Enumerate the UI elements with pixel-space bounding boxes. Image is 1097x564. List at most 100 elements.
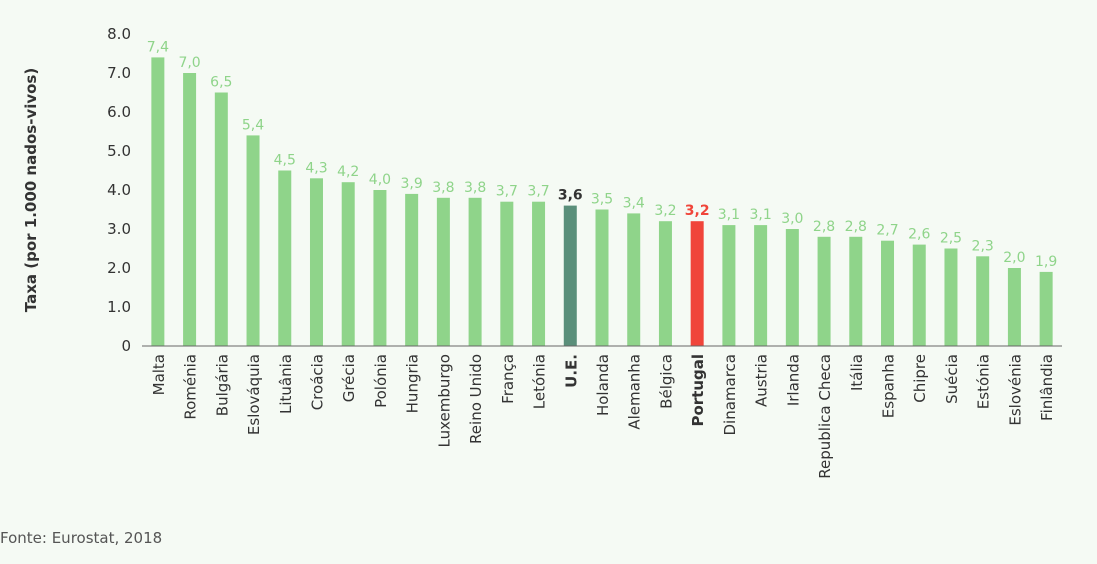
value-label: 3,2 xyxy=(685,203,710,219)
value-label: 3,1 xyxy=(749,207,771,223)
value-label: 4,5 xyxy=(274,153,296,169)
y-tick-label: 7.0 xyxy=(107,64,131,82)
value-label: 4,0 xyxy=(369,172,391,188)
bars xyxy=(151,57,1053,347)
category-label: U.E. xyxy=(562,354,580,388)
bar xyxy=(468,197,482,346)
category-label: Holanda xyxy=(594,354,612,416)
bar xyxy=(849,236,863,346)
value-label: 4,2 xyxy=(337,164,359,180)
y-tick-label: 8.0 xyxy=(107,25,131,43)
bar xyxy=(627,213,641,346)
category-label: Malta xyxy=(150,354,168,395)
value-label: 2,8 xyxy=(845,219,867,235)
category-label: Estónia xyxy=(975,354,993,409)
bar xyxy=(246,135,260,346)
bar xyxy=(595,209,609,346)
bar xyxy=(1039,271,1053,346)
value-labels: 7,4 7,0 6,5 5,4 4,5 4,3 4,2 4,0 3,9 3,8 3,8 3,7 3,7 3… xyxy=(147,39,1058,270)
bar xyxy=(278,170,292,346)
value-label: 2,6 xyxy=(908,227,930,243)
category-label: Roménia xyxy=(182,354,200,420)
value-label: 3,6 xyxy=(558,188,583,204)
category-label: Portugal xyxy=(689,354,707,427)
bar xyxy=(151,57,165,347)
bar xyxy=(658,221,672,346)
value-label: 3,1 xyxy=(718,207,740,223)
y-tick-label: 2.0 xyxy=(107,259,131,277)
bar xyxy=(183,73,197,346)
category-label: Lituânia xyxy=(277,354,295,414)
category-label: Letónia xyxy=(531,354,549,409)
value-label: 7,0 xyxy=(178,55,200,71)
value-label: 3,5 xyxy=(591,192,613,208)
value-label: 1,9 xyxy=(1035,254,1057,270)
category-label: Eslovénia xyxy=(1006,354,1024,426)
category-label: Croácia xyxy=(308,354,326,410)
category-label: Grécia xyxy=(340,354,358,402)
bar xyxy=(976,256,990,346)
y-axis-label: Taxa (por 1.000 nados-vivos) xyxy=(22,68,40,312)
y-tick-label: 6.0 xyxy=(107,103,131,121)
bar xyxy=(1007,268,1021,346)
bar xyxy=(373,190,387,346)
bar xyxy=(214,92,228,346)
bar xyxy=(944,248,958,346)
category-label: Dinamarca xyxy=(721,354,739,436)
bar xyxy=(309,178,323,346)
value-label: 2,7 xyxy=(876,223,898,239)
value-label: 2,5 xyxy=(940,231,962,247)
bar xyxy=(785,229,799,346)
bar xyxy=(881,240,895,346)
bar xyxy=(500,201,514,346)
bar xyxy=(563,205,577,346)
value-label: 3,8 xyxy=(464,180,486,196)
category-label: Irlanda xyxy=(784,354,802,406)
bar xyxy=(690,221,704,346)
value-label: 3,7 xyxy=(496,184,518,200)
value-label: 3,8 xyxy=(432,180,454,196)
value-label: 7,4 xyxy=(147,39,169,55)
category-label: Itália xyxy=(848,354,866,391)
bar xyxy=(817,236,831,346)
category-label: França xyxy=(499,354,517,404)
category-label: Chipre xyxy=(911,354,929,403)
value-label: 3,0 xyxy=(781,211,803,227)
y-tick-label: 3.0 xyxy=(107,220,131,238)
value-label: 3,2 xyxy=(654,203,676,219)
category-label: Eslováquia xyxy=(245,354,263,435)
y-axis: 0 1.0 2.0 3.0 4.0 5.0 6.0 7.0 8.0 xyxy=(107,25,131,355)
category-label: Bulgária xyxy=(213,354,231,416)
value-label: 2,0 xyxy=(1003,250,1025,266)
category-label: Republica Checa xyxy=(816,354,834,479)
value-label: 2,8 xyxy=(813,219,835,235)
category-label: Hungria xyxy=(404,354,422,413)
value-label: 3,7 xyxy=(527,184,549,200)
y-tick-label: 0 xyxy=(121,337,131,355)
bar xyxy=(436,197,450,346)
bar-chart: 0 1.0 2.0 3.0 4.0 5.0 6.0 7.0 8.0 Taxa (por 1.00… xyxy=(22,25,1062,479)
category-label: Luxemburgo xyxy=(435,354,453,448)
source-note: Fonte: Eurostat, 2018 xyxy=(0,529,163,547)
value-label: 3,4 xyxy=(623,195,645,211)
value-label: 4,3 xyxy=(305,160,327,176)
value-label: 2,3 xyxy=(972,238,994,254)
category-label: Bélgica xyxy=(657,354,675,409)
category-label: Espanha xyxy=(880,354,898,418)
y-tick-label: 5.0 xyxy=(107,142,131,160)
y-tick-label: 4.0 xyxy=(107,181,131,199)
bar xyxy=(722,225,736,346)
category-label: Polónia xyxy=(372,354,390,408)
bar xyxy=(532,201,546,346)
category-label: Finlândia xyxy=(1038,354,1056,421)
bar xyxy=(341,182,355,346)
value-label: 6,5 xyxy=(210,75,232,91)
value-label: 3,9 xyxy=(401,176,423,192)
category-label: Alemanha xyxy=(626,354,644,430)
category-label: Reino Unido xyxy=(467,354,485,444)
category-label: Austria xyxy=(753,354,771,407)
bar xyxy=(405,193,419,346)
category-label: Suécia xyxy=(943,354,961,404)
bar xyxy=(754,225,768,346)
y-tick-label: 1.0 xyxy=(107,298,131,316)
